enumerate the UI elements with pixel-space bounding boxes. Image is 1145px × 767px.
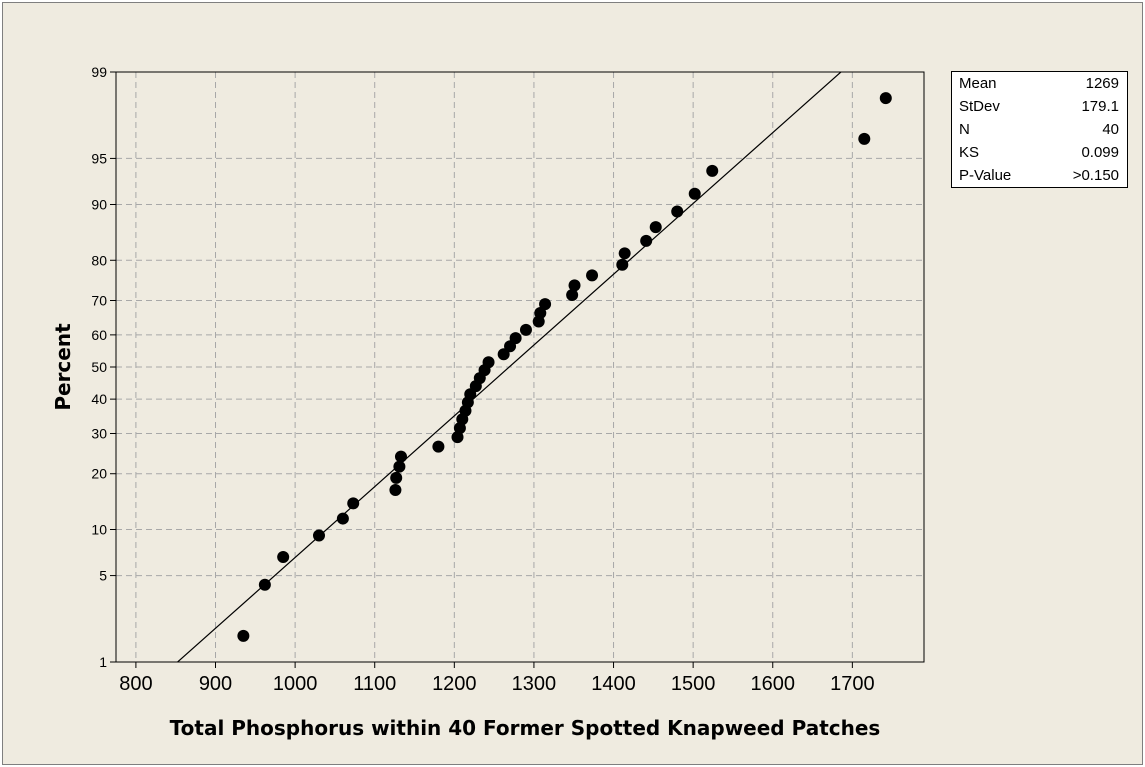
data-points (237, 92, 892, 642)
stat-label: N (959, 121, 970, 138)
data-point (640, 234, 653, 247)
x-tick-label: 800 (119, 673, 152, 695)
data-point (394, 450, 407, 463)
data-point (706, 164, 719, 177)
data-point (277, 551, 290, 564)
data-point (539, 298, 552, 311)
data-point (432, 440, 445, 453)
data-point (451, 431, 464, 444)
stat-value: 1269 (1085, 75, 1119, 92)
data-point (336, 512, 349, 525)
stat-row-stdev: StDev 179.1 (952, 95, 1127, 118)
stat-label: P-Value (959, 167, 1012, 184)
data-point (389, 484, 402, 497)
x-tick-label: 1700 (830, 673, 875, 695)
x-tick-label: 1500 (671, 673, 716, 695)
data-point (586, 269, 599, 282)
x-axis-ticks: 800 900 1000 1100 1200 1300 1400 1500 1600 1700 (119, 662, 875, 695)
y-tick-label: 90 (91, 196, 107, 212)
x-tick-label: 1000 (273, 673, 318, 695)
x-tick-label: 900 (199, 673, 232, 695)
stat-value: 0.099 (1081, 144, 1119, 161)
y-axis-ticks: 1 5 10 20 30 40 50 60 70 80 90 95 99 (91, 64, 116, 670)
stat-value: 40 (1102, 121, 1119, 138)
x-tick-label: 1200 (432, 673, 477, 695)
x-axis-title: Total Phosphorus within 40 Former Spotte… (170, 716, 881, 740)
fit-line (176, 72, 842, 662)
y-tick-label: 60 (91, 327, 107, 343)
y-tick-label: 20 (91, 466, 107, 482)
data-point (237, 629, 250, 642)
data-point (393, 460, 406, 473)
stat-label: KS (959, 144, 980, 161)
data-point (688, 187, 701, 200)
data-point (497, 348, 510, 361)
y-tick-label: 5 (99, 568, 107, 584)
y-tick-label: 10 (91, 522, 107, 538)
data-point (258, 578, 271, 591)
stat-row-n: N 40 (952, 118, 1127, 141)
x-tick-label: 1100 (353, 673, 396, 695)
y-tick-label: 99 (91, 64, 107, 80)
data-point (519, 323, 532, 336)
data-point (390, 471, 403, 484)
stat-label: Mean (959, 75, 997, 92)
x-tick-label: 1300 (512, 673, 557, 695)
y-tick-label: 40 (91, 391, 107, 407)
data-point (312, 529, 325, 542)
x-tick-label: 1400 (591, 673, 636, 695)
y-tick-label: 30 (91, 425, 107, 441)
stats-table: Mean 1269 StDev 179.1 N 40 KS 0.099 P-Va… (951, 71, 1128, 188)
data-point (649, 221, 662, 234)
fit-line-group (176, 72, 842, 662)
y-tick-label: 1 (99, 654, 107, 670)
data-point (509, 332, 522, 345)
data-point (347, 497, 360, 510)
stat-value: >0.150 (1072, 167, 1119, 184)
grid-lines (116, 72, 924, 662)
stat-row-mean: Mean 1269 (952, 72, 1127, 95)
data-point (568, 279, 581, 292)
y-tick-label: 50 (91, 359, 107, 375)
y-tick-label: 95 (91, 150, 107, 166)
y-axis-title: Percent (51, 323, 75, 411)
data-point (482, 356, 495, 369)
stat-value: 179.1 (1081, 98, 1119, 115)
data-point (618, 247, 631, 260)
stat-row-pvalue: P-Value >0.150 (952, 164, 1127, 187)
data-point (879, 92, 892, 105)
data-point (671, 205, 684, 218)
stat-row-ks: KS 0.099 (952, 141, 1127, 164)
data-point (616, 258, 629, 271)
data-point (534, 306, 547, 319)
y-tick-label: 70 (91, 293, 107, 309)
stat-label: StDev (959, 98, 1000, 115)
y-tick-label: 80 (91, 252, 107, 268)
x-tick-label: 1600 (750, 673, 795, 695)
data-point (858, 132, 871, 145)
data-point (566, 288, 579, 301)
